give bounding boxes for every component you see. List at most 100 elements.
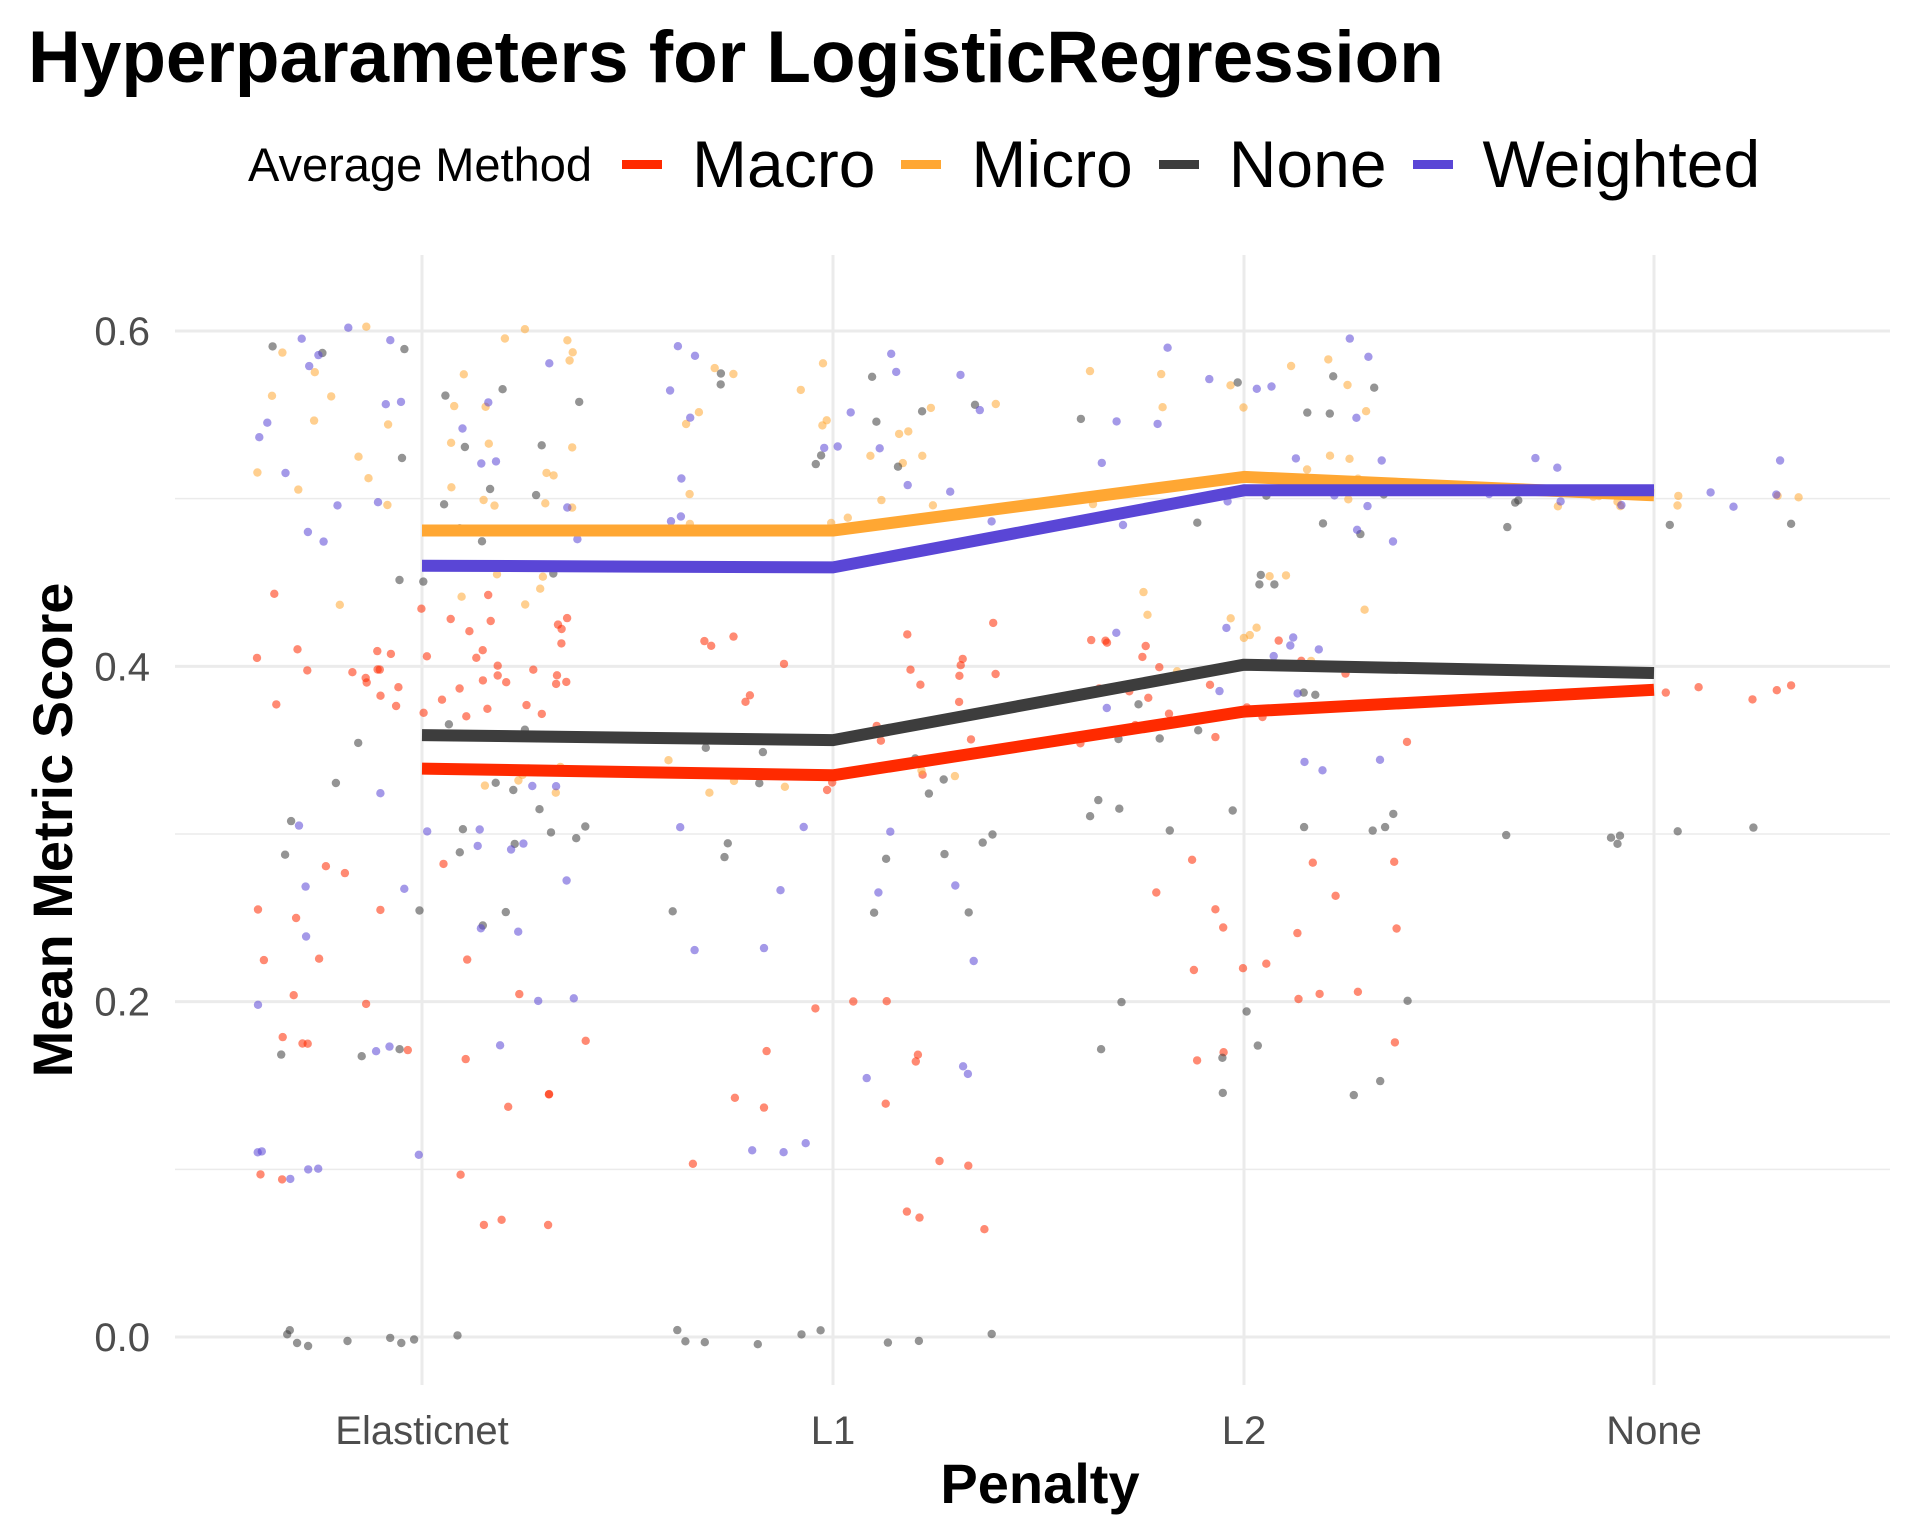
data-point-none (455, 848, 464, 857)
data-point-none (575, 397, 584, 407)
data-point-none (816, 1326, 825, 1335)
data-point-macro (259, 955, 269, 965)
data-point-weighted (1215, 686, 1224, 696)
data-point-none (331, 778, 341, 788)
data-point-weighted (1345, 334, 1355, 343)
data-point-none (1380, 822, 1390, 832)
data-point-macro (373, 665, 382, 674)
data-point-macro (291, 913, 301, 923)
data-point-none (386, 1333, 395, 1343)
data-point-macro (314, 954, 324, 963)
data-point-macro (419, 708, 428, 717)
data-point-none (883, 1338, 893, 1347)
data-point-macro (522, 700, 531, 710)
data-point-macro (557, 639, 566, 648)
data-point-macro (439, 859, 448, 869)
data-point-none (1673, 827, 1682, 836)
data-point-none (1503, 522, 1512, 532)
data-point-macro (483, 704, 492, 713)
data-point-micro (568, 443, 577, 452)
data-point-micro (278, 348, 287, 357)
data-point-none (716, 369, 726, 378)
data-point-micro (563, 336, 572, 345)
data-point-weighted (253, 1148, 262, 1157)
data-point-macro (376, 905, 385, 915)
data-point-weighted (1377, 456, 1386, 465)
data-point-weighted (676, 823, 685, 832)
data-point-macro (484, 590, 493, 600)
data-point-weighted (1293, 689, 1302, 698)
data-point-micro (843, 513, 852, 522)
data-point-weighted (956, 370, 965, 380)
data-point-none (1749, 823, 1758, 832)
data-point-weighted (386, 336, 395, 345)
data-point-none (397, 1338, 406, 1348)
data-point-weighted (673, 342, 683, 351)
data-point-micro (362, 322, 371, 331)
data-point-micro (818, 421, 827, 430)
data-point-micro (894, 429, 904, 439)
data-point-none (285, 1326, 294, 1335)
data-point-macro (1262, 959, 1271, 968)
data-point-weighted (385, 1042, 394, 1051)
data-point-micro (1794, 493, 1803, 502)
data-point-none (546, 828, 556, 837)
data-point-micro (1226, 381, 1235, 390)
data-point-macro (1141, 641, 1150, 651)
data-point-weighted (1318, 766, 1327, 775)
data-point-none (1615, 831, 1625, 840)
data-point-macro (741, 697, 750, 706)
data-point-none (755, 779, 764, 788)
legend-title: Average Method (248, 137, 593, 191)
data-point-micro (354, 452, 363, 461)
data-point-macro (321, 862, 331, 871)
data-point-weighted (1289, 633, 1298, 642)
data-point-weighted (373, 498, 383, 507)
data-point-macro (348, 668, 357, 677)
data-point-macro (478, 646, 487, 655)
data-point-none (1325, 409, 1335, 418)
data-point-micro (383, 420, 393, 429)
data-point-macro (278, 1032, 287, 1042)
data-point-macro (1293, 928, 1302, 938)
data-point-micro (877, 495, 886, 505)
data-point-macro (1187, 855, 1197, 864)
data-point-macro (916, 680, 925, 689)
data-point-weighted (1556, 497, 1565, 506)
data-point-micro (536, 584, 545, 593)
data-point-macro (1274, 636, 1283, 645)
data-point-macro (849, 997, 858, 1006)
data-point-weighted (1363, 501, 1372, 511)
data-point-none (357, 1052, 366, 1061)
data-point-none (1318, 519, 1328, 528)
data-point-macro (1102, 638, 1112, 647)
data-point-micro (310, 368, 319, 377)
data-point-weighted (1118, 520, 1128, 530)
x-axis-title: Penalty (940, 1452, 1139, 1515)
data-point-weighted (514, 927, 523, 936)
data-point-micro (1252, 623, 1261, 632)
data-point-none (701, 743, 710, 752)
data-point-macro (529, 665, 538, 674)
data-point-weighted (969, 956, 978, 966)
data-point-none (758, 747, 768, 757)
data-point-weighted (545, 359, 554, 368)
data-point-none (978, 838, 987, 847)
data-point-macro (991, 669, 1000, 679)
data-point-none (700, 1338, 709, 1347)
data-point-weighted (875, 444, 884, 453)
data-point-macro (515, 989, 524, 999)
data-point-macro (1748, 695, 1757, 704)
data-point-none (872, 417, 881, 426)
data-point-none (811, 459, 820, 469)
data-point-macro (446, 614, 455, 624)
data-point-none (498, 385, 507, 394)
data-point-micro (294, 485, 303, 494)
data-point-weighted (573, 535, 582, 544)
data-point-none (867, 372, 877, 381)
data-point-macro (270, 589, 279, 598)
data-point-none (485, 484, 495, 494)
data-point-weighted (563, 503, 572, 512)
data-point-macro (822, 785, 832, 795)
data-point-none (395, 1045, 404, 1054)
